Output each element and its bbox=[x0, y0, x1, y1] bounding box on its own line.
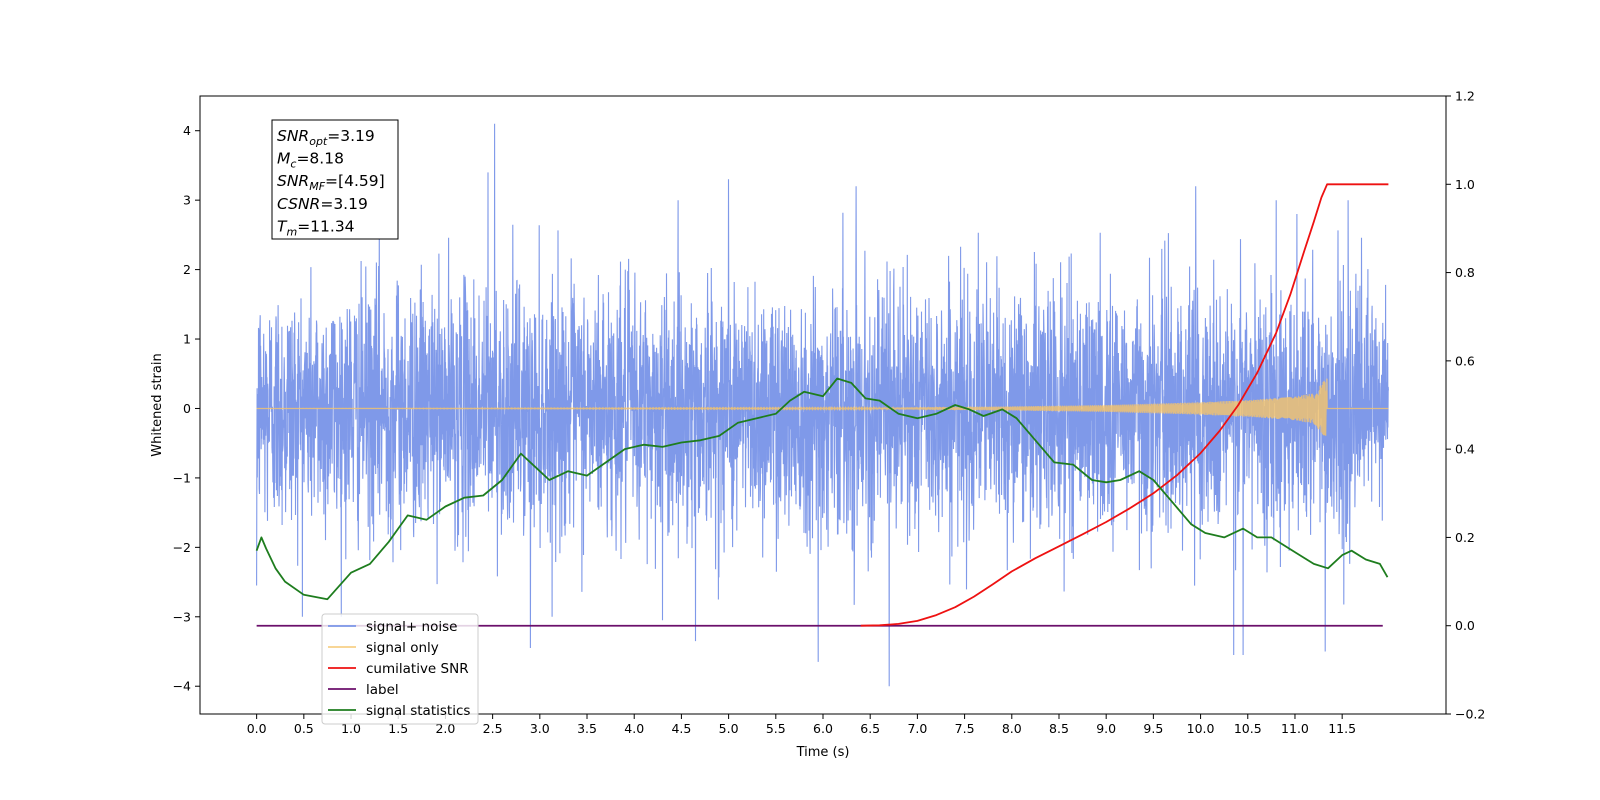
y-right-tick-label: 0.8 bbox=[1455, 265, 1475, 280]
legend-entry: signal+ noise bbox=[366, 619, 457, 635]
annotation-line: SNRMF=[4.59] bbox=[277, 172, 385, 193]
x-tick-label: 4.5 bbox=[671, 721, 691, 736]
y-tick-label: −3 bbox=[173, 609, 191, 624]
legend-entry: cumilative SNR bbox=[366, 661, 469, 677]
y-axis-left: −4 −3 −2 −1 0 1 2 3 4 bbox=[173, 123, 200, 694]
series-signal-statistics bbox=[255, 377, 1389, 601]
x-tick-label: 11.5 bbox=[1328, 721, 1356, 736]
annotation-line: CSNR=3.19 bbox=[277, 195, 368, 213]
x-tick-label: 2.5 bbox=[483, 721, 503, 736]
y-right-tick-label: 1.2 bbox=[1455, 89, 1475, 104]
x-tick-label: 5.5 bbox=[766, 721, 786, 736]
x-tick-label: 0.5 bbox=[294, 721, 314, 736]
y-tick-label: −4 bbox=[173, 679, 191, 694]
x-tick-label: 7.5 bbox=[955, 721, 975, 736]
series-signal-only bbox=[256, 378, 1389, 436]
legend-entry: label bbox=[366, 682, 399, 698]
y-right-tick-label: 1.0 bbox=[1455, 177, 1475, 192]
annotation-line: SNRopt=3.19 bbox=[277, 127, 375, 148]
y-right-tick-label: 0.6 bbox=[1455, 353, 1475, 368]
annotation-frame bbox=[271, 119, 399, 240]
x-tick-label: 1.0 bbox=[341, 721, 361, 736]
x-tick-label: 4.0 bbox=[624, 721, 644, 736]
y-axis-label: Whitened strain bbox=[150, 353, 165, 456]
y-tick-label: 0 bbox=[183, 401, 191, 416]
y-tick-label: 2 bbox=[183, 262, 191, 277]
y-tick-label: 4 bbox=[183, 123, 191, 138]
legend-entry: signal statistics bbox=[366, 703, 470, 719]
legend-entry: signal only bbox=[366, 640, 439, 656]
y-right-tick-label: −0.2 bbox=[1455, 707, 1485, 722]
y-tick-label: 1 bbox=[183, 332, 191, 347]
x-tick-label: 5.0 bbox=[719, 721, 739, 736]
y-right-tick-label: 0.2 bbox=[1455, 530, 1475, 545]
annotation-line: Tm=11.34 bbox=[277, 217, 355, 238]
y-tick-label: 3 bbox=[183, 193, 191, 208]
series-cumulative-snr bbox=[860, 183, 1389, 627]
y-right-tick-label: 0.4 bbox=[1455, 442, 1475, 457]
x-tick-label: 0.0 bbox=[247, 721, 267, 736]
legend-frame bbox=[321, 613, 479, 725]
x-tick-label: 7.0 bbox=[907, 721, 927, 736]
y-right-tick-label: 0.0 bbox=[1455, 618, 1475, 633]
x-axis: 0.0 0.5 1.0 1.5 2.0 2.5 3.0 3.5 4.0 4.5 5.0 5.5 6.0 6… bbox=[247, 714, 1356, 736]
x-tick-label: 9.5 bbox=[1143, 721, 1163, 736]
y-tick-label: −1 bbox=[173, 470, 191, 485]
x-tick-label: 6.0 bbox=[813, 721, 833, 736]
x-tick-label: 8.0 bbox=[1002, 721, 1022, 736]
x-tick-label: 6.5 bbox=[860, 721, 880, 736]
x-tick-label: 10.0 bbox=[1187, 721, 1215, 736]
y-tick-label: −2 bbox=[173, 540, 191, 555]
annotation-line: Mc=8.18 bbox=[277, 150, 344, 171]
x-tick-label: 10.5 bbox=[1234, 721, 1262, 736]
x-tick-label: 2.0 bbox=[435, 721, 455, 736]
x-tick-label: 3.0 bbox=[530, 721, 550, 736]
x-tick-label: 1.5 bbox=[388, 721, 408, 736]
x-tick-label: 3.5 bbox=[577, 721, 597, 736]
y-axis-right: −0.2 0.0 0.2 0.4 0.6 0.8 1.0 1.2 bbox=[1446, 89, 1485, 722]
legend: signal+ noise signal only cumilative SNR la… bbox=[321, 613, 479, 725]
x-tick-label: 9.0 bbox=[1096, 721, 1116, 736]
x-tick-label: 11.0 bbox=[1281, 721, 1309, 736]
x-axis-label: Time (s) bbox=[796, 745, 850, 760]
x-tick-label: 8.5 bbox=[1049, 721, 1069, 736]
